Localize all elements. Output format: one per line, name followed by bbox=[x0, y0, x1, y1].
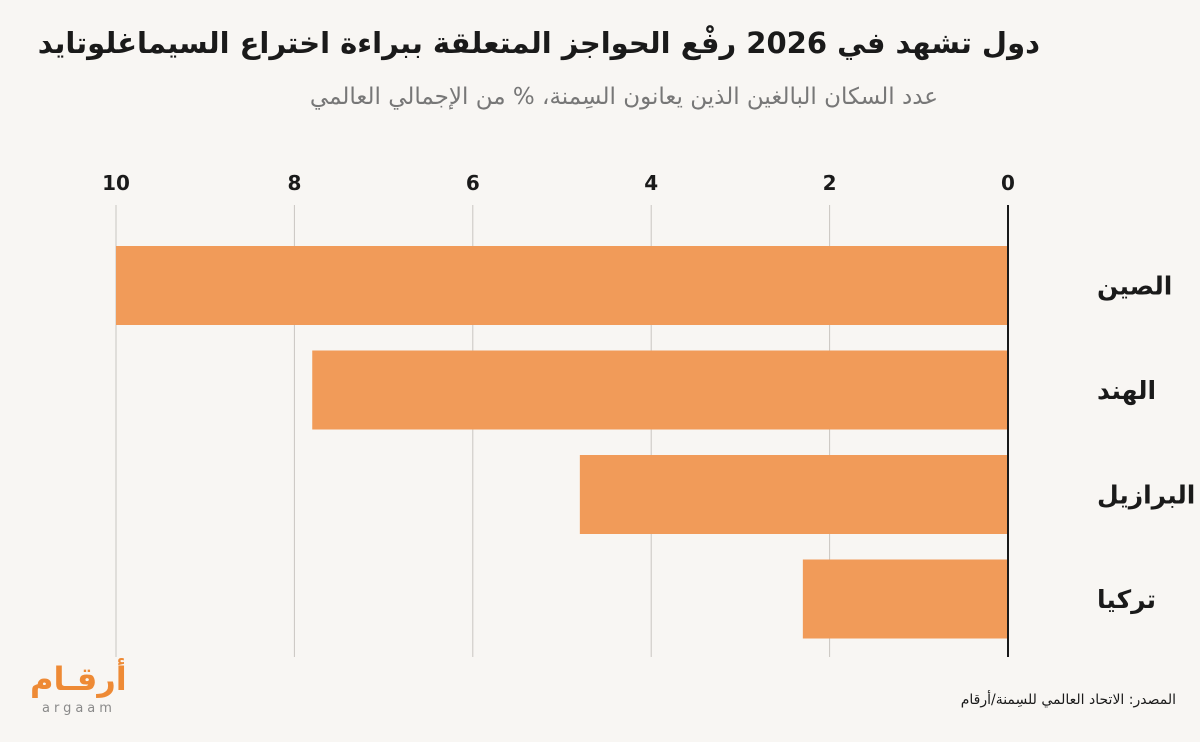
category-label: تركيا bbox=[1097, 585, 1156, 615]
source-note: المصدر: الاتحاد العالمي للسِمنة/أرقام bbox=[960, 692, 1176, 708]
chart-subtitle: عدد السكان البالغين الذين يعانون السِمنة… bbox=[309, 84, 938, 110]
chart-title: دول تشهد في 2026 رفْع الحواجز المتعلقة ب… bbox=[37, 26, 1040, 60]
category-label: البرازيل bbox=[1097, 481, 1195, 511]
bar-3 bbox=[579, 455, 1008, 534]
bar-4 bbox=[802, 559, 1008, 639]
logo-arabic-wordmark: أرقـام bbox=[30, 660, 127, 698]
bar-1 bbox=[116, 246, 1008, 325]
bar-2 bbox=[312, 350, 1008, 430]
x-tick-label: 10 bbox=[102, 171, 130, 195]
logo-latin-wordmark: argaam bbox=[42, 701, 116, 716]
x-tick-label: 0 bbox=[1001, 171, 1015, 195]
category-label: الصين bbox=[1097, 272, 1172, 302]
x-tick-label: 8 bbox=[287, 171, 301, 195]
x-tick-label: 6 bbox=[466, 171, 480, 195]
argaam-logo: أرقـام argaam bbox=[22, 660, 152, 722]
x-tick-label: 2 bbox=[823, 171, 837, 195]
x-tick-label: 4 bbox=[644, 171, 658, 195]
category-label: الهند bbox=[1097, 376, 1156, 406]
